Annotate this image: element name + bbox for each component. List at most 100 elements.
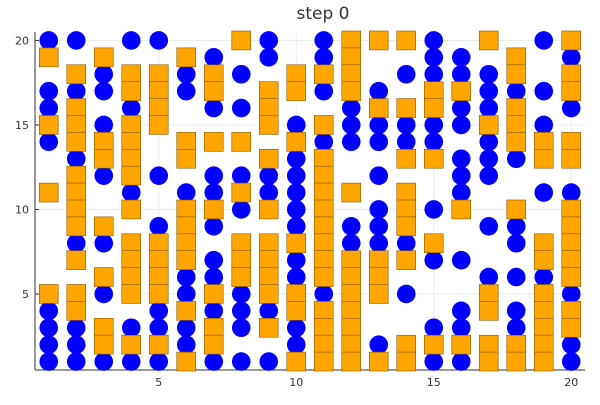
square-marker <box>203 199 224 220</box>
square-marker <box>93 47 114 68</box>
square-marker <box>561 148 582 169</box>
circle-marker <box>94 64 114 84</box>
circle-marker <box>451 352 471 371</box>
square-marker <box>341 250 362 270</box>
square-marker <box>121 81 142 101</box>
square-marker <box>121 199 142 220</box>
square-marker <box>203 334 224 355</box>
circle-marker <box>66 149 86 169</box>
square-marker <box>286 132 307 152</box>
square-marker <box>506 47 527 68</box>
square-marker <box>368 284 389 304</box>
circle-marker <box>479 267 499 287</box>
circle-marker <box>369 217 389 236</box>
square-marker <box>561 301 582 321</box>
circle-marker <box>341 233 361 253</box>
circle-marker <box>314 48 334 67</box>
square-marker <box>286 233 307 254</box>
square-marker <box>313 199 334 220</box>
circle-marker <box>231 352 251 371</box>
square-marker <box>66 115 87 135</box>
square-marker <box>258 250 279 270</box>
circle-marker <box>369 132 389 152</box>
circle-marker <box>149 352 169 371</box>
circle-marker <box>286 183 306 202</box>
square-marker <box>533 284 554 304</box>
circle-marker <box>149 217 169 236</box>
circle-marker <box>286 318 306 338</box>
circle-marker <box>231 98 251 118</box>
circle-marker <box>39 132 59 152</box>
square-marker <box>203 64 224 85</box>
square-marker <box>423 233 444 254</box>
tick-labels: 5 10 15 20 5 10 15 20 <box>15 34 578 389</box>
circle-marker <box>204 301 224 321</box>
circle-marker <box>424 115 444 135</box>
circle-marker <box>479 64 499 84</box>
square-marker <box>368 267 389 287</box>
x-tick-label: 20 <box>564 376 578 389</box>
circle-marker <box>424 250 444 270</box>
circle-marker <box>39 301 59 321</box>
circle-marker <box>424 64 444 84</box>
square-marker <box>341 64 362 85</box>
x-tick-label: 5 <box>155 376 162 389</box>
circle-marker <box>561 352 581 371</box>
circle-marker <box>451 166 471 185</box>
circle-marker <box>66 318 86 338</box>
square-marker <box>423 81 444 101</box>
square-marker <box>203 132 224 152</box>
square-marker <box>313 165 334 186</box>
square-marker <box>561 64 582 85</box>
circle-marker <box>121 318 141 338</box>
square-marker <box>231 250 252 270</box>
square-marker <box>66 199 87 220</box>
square-marker <box>176 132 197 152</box>
square-marker <box>203 284 224 304</box>
circle-marker <box>121 183 141 202</box>
square-marker <box>313 216 334 237</box>
square-marker <box>561 216 582 237</box>
square-marker <box>506 132 527 152</box>
circle-marker <box>534 267 554 287</box>
square-marker <box>258 199 279 220</box>
circle-marker <box>286 115 306 135</box>
square-marker <box>451 81 472 101</box>
square-marker <box>66 98 87 118</box>
circle-marker <box>286 200 306 219</box>
circle-marker <box>204 352 224 371</box>
circle-marker <box>369 115 389 135</box>
square-marker <box>93 267 114 287</box>
square-marker <box>176 233 197 254</box>
square-marker <box>368 351 389 372</box>
circle-marker <box>149 318 169 338</box>
square-marker <box>66 301 87 321</box>
square-marker <box>93 148 114 169</box>
circle-marker <box>424 31 444 50</box>
square-marker <box>231 30 252 51</box>
square-marker <box>533 334 554 355</box>
square-marker <box>121 284 142 304</box>
square-marker <box>121 267 142 287</box>
circle-marker <box>66 233 86 253</box>
square-marker <box>258 148 279 169</box>
plot-markers <box>38 30 582 372</box>
square-marker <box>561 199 582 220</box>
circle-marker <box>534 81 554 101</box>
circle-marker <box>259 48 279 67</box>
circle-marker <box>506 233 526 253</box>
square-marker <box>341 30 362 51</box>
square-marker <box>231 233 252 254</box>
circle-marker <box>231 284 251 304</box>
square-marker <box>561 233 582 254</box>
circle-marker <box>506 318 526 338</box>
square-marker <box>66 165 87 186</box>
square-marker <box>231 132 252 152</box>
circle-marker <box>424 200 444 219</box>
circle-marker <box>121 98 141 118</box>
circle-marker <box>286 166 306 185</box>
square-marker <box>93 334 114 355</box>
circle-marker <box>506 267 526 287</box>
square-marker <box>176 47 197 68</box>
